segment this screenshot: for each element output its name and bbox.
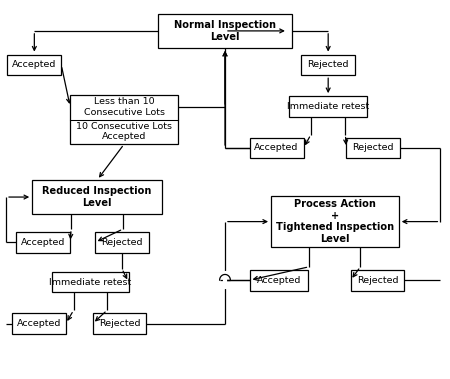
Text: Reduced Inspection
Level: Reduced Inspection Level (42, 186, 152, 208)
Text: Accepted: Accepted (21, 238, 66, 247)
Text: Immediate retest: Immediate retest (50, 277, 131, 287)
Text: Normal Inspection
Level: Normal Inspection Level (174, 20, 276, 42)
FancyBboxPatch shape (301, 55, 355, 75)
Text: Rejected: Rejected (99, 319, 140, 328)
Text: Immediate retest: Immediate retest (287, 102, 369, 111)
FancyBboxPatch shape (250, 270, 308, 291)
Text: Rejected: Rejected (307, 60, 349, 69)
Text: Accepted: Accepted (17, 319, 61, 328)
FancyBboxPatch shape (271, 196, 399, 247)
Text: 10 Consecutive Lots
Accepted: 10 Consecutive Lots Accepted (76, 122, 172, 141)
Text: Process Action
+
Tightened Inspection
Level: Process Action + Tightened Inspection Le… (276, 199, 394, 244)
FancyBboxPatch shape (250, 138, 303, 158)
FancyBboxPatch shape (7, 55, 61, 75)
Text: Accepted: Accepted (254, 144, 299, 152)
FancyBboxPatch shape (32, 180, 162, 214)
FancyBboxPatch shape (351, 270, 405, 291)
FancyBboxPatch shape (93, 313, 147, 334)
Text: Less than 10
Consecutive Lots: Less than 10 Consecutive Lots (84, 97, 165, 117)
FancyBboxPatch shape (289, 96, 368, 117)
FancyBboxPatch shape (16, 232, 70, 253)
FancyBboxPatch shape (12, 313, 66, 334)
FancyBboxPatch shape (158, 14, 292, 48)
Text: Accepted: Accepted (12, 60, 57, 69)
FancyBboxPatch shape (70, 95, 178, 144)
FancyBboxPatch shape (52, 272, 129, 293)
FancyBboxPatch shape (95, 232, 149, 253)
FancyBboxPatch shape (346, 138, 400, 158)
Text: Rejected: Rejected (357, 276, 398, 285)
Text: Rejected: Rejected (352, 144, 394, 152)
Text: Accepted: Accepted (256, 276, 301, 285)
Text: Rejected: Rejected (101, 238, 143, 247)
